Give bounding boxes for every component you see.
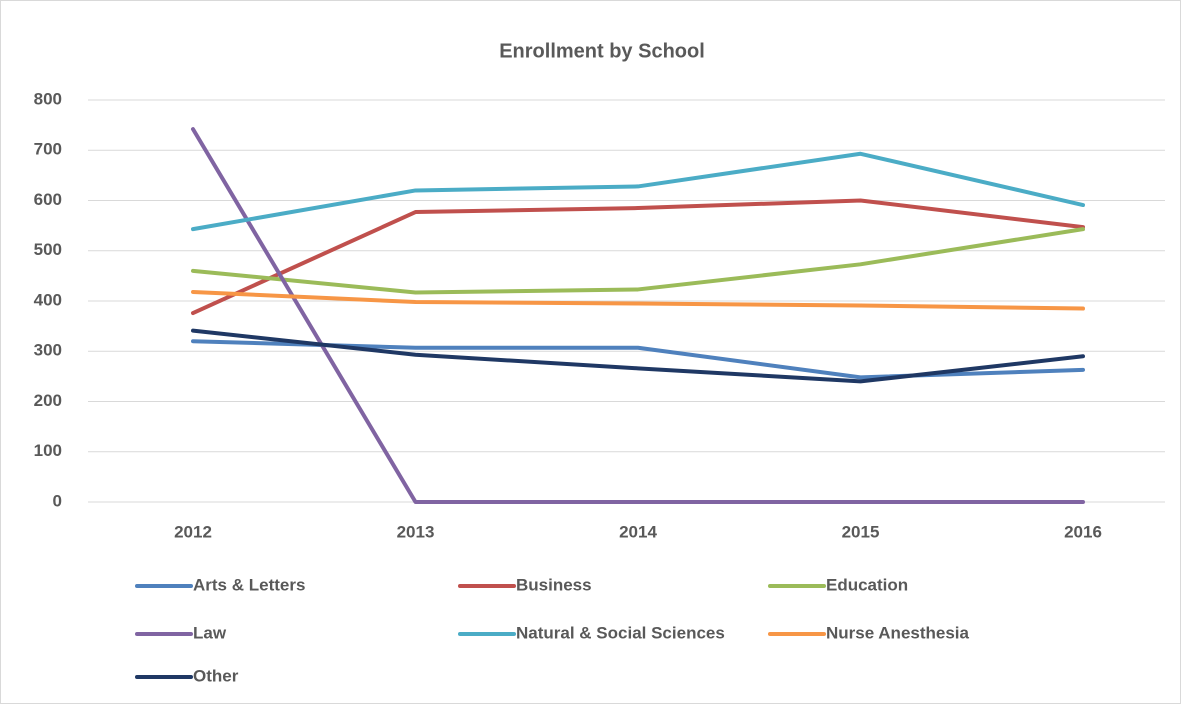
x-tick-label: 2015 [842, 522, 880, 541]
series-line [191, 227, 1085, 295]
x-tick-label: 2016 [1064, 522, 1102, 541]
x-tick-label: 2012 [174, 522, 212, 541]
y-tick-label: 800 [34, 89, 62, 108]
series-line [191, 289, 1085, 311]
y-tick-label: 400 [34, 290, 62, 309]
y-tick-label: 100 [34, 441, 62, 460]
series-line [191, 328, 1085, 384]
legend-label: Law [193, 623, 227, 642]
chart-title: Enrollment by School [499, 40, 705, 62]
legend-label: Arts & Letters [193, 575, 305, 594]
series-line [191, 151, 1085, 232]
series-line [191, 127, 1085, 504]
legend-label: Nurse Anesthesia [826, 623, 970, 642]
legend-label: Education [826, 575, 908, 594]
legend-label: Business [516, 575, 592, 594]
y-tick-label: 300 [34, 341, 62, 360]
x-tick-label: 2014 [619, 522, 657, 541]
x-tick-label: 2013 [397, 522, 435, 541]
y-tick-label: 500 [34, 240, 62, 259]
y-tick-label: 700 [34, 140, 62, 159]
y-tick-label: 200 [34, 391, 62, 410]
y-tick-label: 600 [34, 190, 62, 209]
y-tick-label: 0 [53, 491, 62, 510]
legend-label: Other [193, 666, 239, 685]
legend-label: Natural & Social Sciences [516, 623, 725, 642]
series-line [191, 198, 1085, 316]
